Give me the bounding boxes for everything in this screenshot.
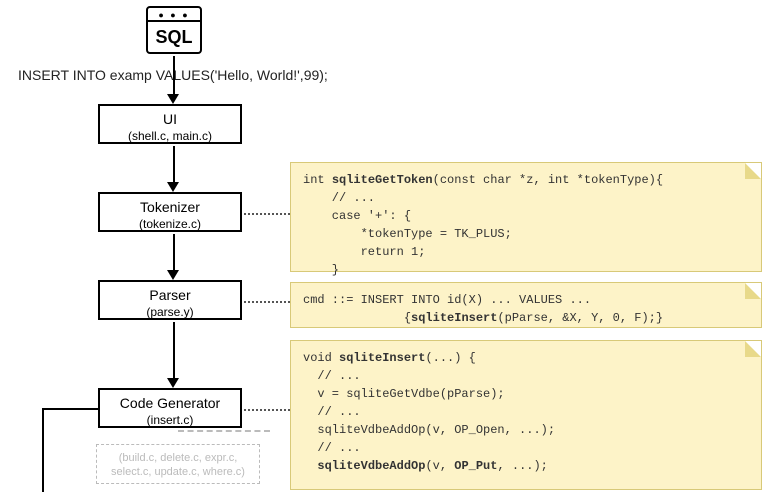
bracket-horizontal [42, 408, 98, 410]
node-parser: Parser(parse.y) [98, 280, 242, 320]
codebox-tokenizer: int sqliteGetToken(const char *z, int *t… [290, 162, 762, 272]
dash-connect [178, 430, 270, 432]
faded-line2: select.c, update.c, where.c) [101, 465, 255, 479]
faded-line1: (build.c, delete.c, expr.c, [101, 451, 255, 465]
codebox-parser: cmd ::= INSERT INTO id(X) ... VALUES ...… [290, 282, 762, 328]
sql-icon-label: SQL [148, 22, 200, 52]
sql-icon-dots: ● ● ● [148, 8, 200, 22]
node-tokenizer: Tokenizer(tokenize.c) [98, 192, 242, 232]
node-ui: UI(shell.c, main.c) [98, 104, 242, 144]
bracket-vertical [42, 408, 44, 492]
node-code-generator: Code Generator(insert.c) [98, 388, 242, 428]
node-faded-files: (build.c, delete.c, expr.c, select.c, up… [96, 444, 260, 484]
codebox-code-generator: void sqliteInsert(...) { // ... v = sqli… [290, 340, 762, 490]
sql-icon: ● ● ● SQL [146, 6, 202, 54]
